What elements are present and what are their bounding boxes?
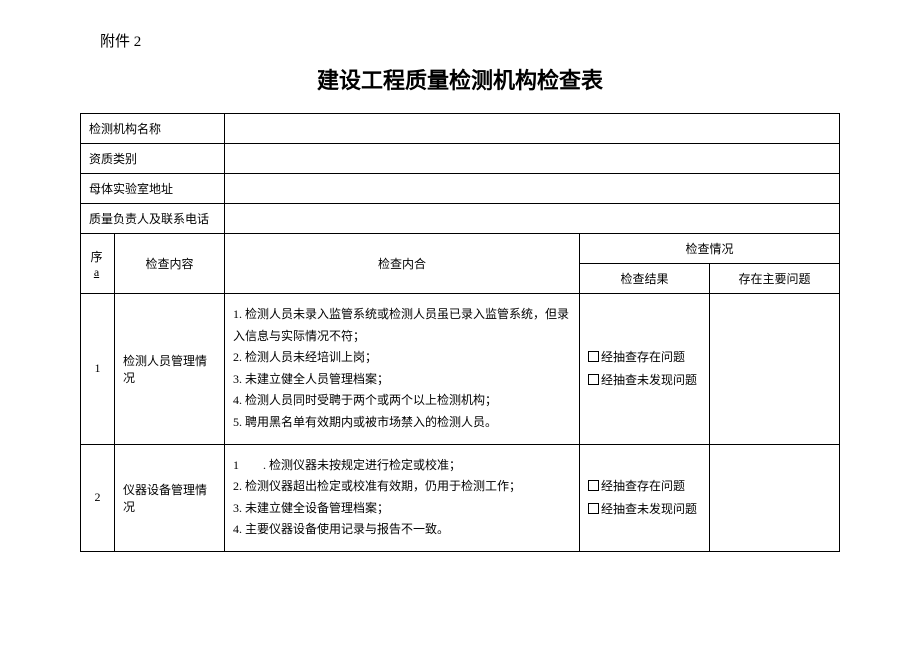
row-issue <box>709 444 839 551</box>
field-row-org: 检测机构名称 <box>81 114 840 144</box>
row-result: 经抽查存在问题 经抽查未发现问题 <box>579 444 709 551</box>
row-seq: 2 <box>81 444 115 551</box>
org-name-value <box>225 114 840 144</box>
col-issue-header: 存在主要问题 <box>709 264 839 294</box>
attachment-label: 附件 2 <box>100 30 840 51</box>
document-title: 建设工程质量检测机构检查表 <box>80 63 840 95</box>
table-row: 1 检测人员管理情况 1. 检测人员未录入监管系统或检测人员虽已录入监管系统，但… <box>81 294 840 445</box>
checkbox-icon <box>588 374 599 385</box>
lab-addr-value <box>225 174 840 204</box>
row-seq: 1 <box>81 294 115 445</box>
col-category-header: 检查内容 <box>115 234 225 294</box>
row-content: 1. 检测人员未录入监管系统或检测人员虽已录入监管系统，但录入信息与实际情况不符… <box>225 294 580 445</box>
row-category: 检测人员管理情况 <box>115 294 225 445</box>
table-header-row-1: 序 a 检查内容 检查内合 检查情况 <box>81 234 840 264</box>
col-content-header: 检查内合 <box>225 234 580 294</box>
org-name-label: 检测机构名称 <box>81 114 225 144</box>
row-category: 仪器设备管理情况 <box>115 444 225 551</box>
col-result-header: 检查结果 <box>579 264 709 294</box>
contact-label: 质量负责人及联系电话 <box>81 204 225 234</box>
contact-value <box>225 204 840 234</box>
checkbox-icon <box>588 351 599 362</box>
col-situation-header: 检查情况 <box>579 234 839 264</box>
field-row-contact: 质量负责人及联系电话 <box>81 204 840 234</box>
inspection-table: 检测机构名称 资质类别 母体实验室地址 质量负责人及联系电话 序 a 检查内容 … <box>80 113 840 552</box>
table-row: 2 仪器设备管理情况 1 . 检测仪器未按规定进行检定或校准；2. 检测仪器超出… <box>81 444 840 551</box>
row-result: 经抽查存在问题 经抽查未发现问题 <box>579 294 709 445</box>
col-seq-header: 序 a <box>81 234 115 294</box>
qual-label: 资质类别 <box>81 144 225 174</box>
field-row-lab: 母体实验室地址 <box>81 174 840 204</box>
field-row-qual: 资质类别 <box>81 144 840 174</box>
checkbox-icon <box>588 480 599 491</box>
lab-addr-label: 母体实验室地址 <box>81 174 225 204</box>
checkbox-icon <box>588 503 599 514</box>
row-content: 1 . 检测仪器未按规定进行检定或校准；2. 检测仪器超出检定或校准有效期，仍用… <box>225 444 580 551</box>
row-issue <box>709 294 839 445</box>
qual-value <box>225 144 840 174</box>
